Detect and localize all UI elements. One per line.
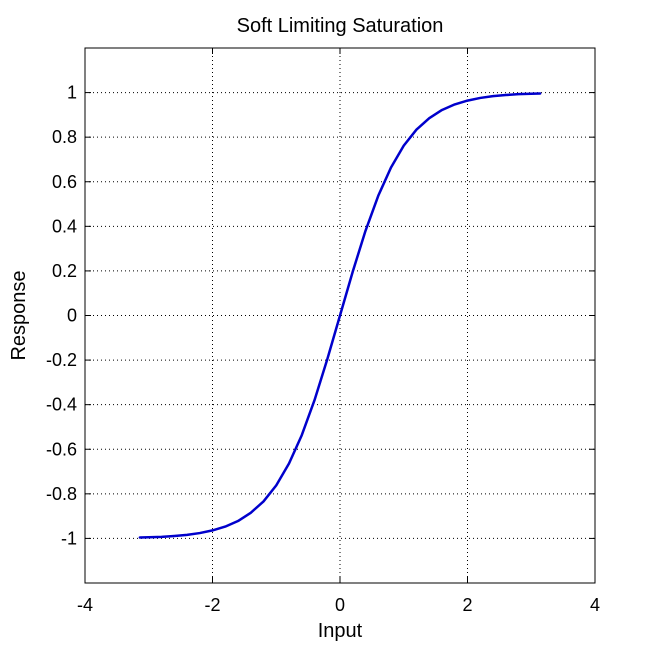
series-line — [138, 92, 542, 539]
x-axis-title: Input — [318, 620, 363, 642]
y-axis-title: Response — [8, 270, 30, 360]
y-tick-label: 0.4 — [52, 216, 77, 236]
y-tick-label: -0.4 — [46, 395, 77, 415]
chart-title: Soft Limiting Saturation — [237, 15, 444, 37]
y-tick-label: 0.8 — [52, 127, 77, 147]
y-tick-label: -0.6 — [46, 439, 77, 459]
x-tick-label: -4 — [77, 595, 93, 615]
tick-layer: -4 -2 0 2 4 -1 -0.8 -0.6 -0.4 -0.2 0 0.2 0.4 0.6 0.8 1 — [46, 48, 600, 615]
y-tick-label: 0 — [67, 306, 77, 326]
y-tick-label: 0.2 — [52, 261, 77, 281]
y-tick-label: -0.2 — [46, 350, 77, 370]
series-layer — [138, 92, 542, 539]
y-tick-label: -1 — [61, 528, 77, 548]
x-tick-label: 2 — [462, 595, 472, 615]
y-tick-label: 1 — [67, 83, 77, 103]
y-tick-label: -0.8 — [46, 484, 77, 504]
x-tick-label: 0 — [335, 595, 345, 615]
grid-layer — [85, 48, 595, 583]
x-tick-label: 4 — [590, 595, 600, 615]
x-tick-label: -2 — [204, 595, 220, 615]
y-tick-label: 0.6 — [52, 172, 77, 192]
